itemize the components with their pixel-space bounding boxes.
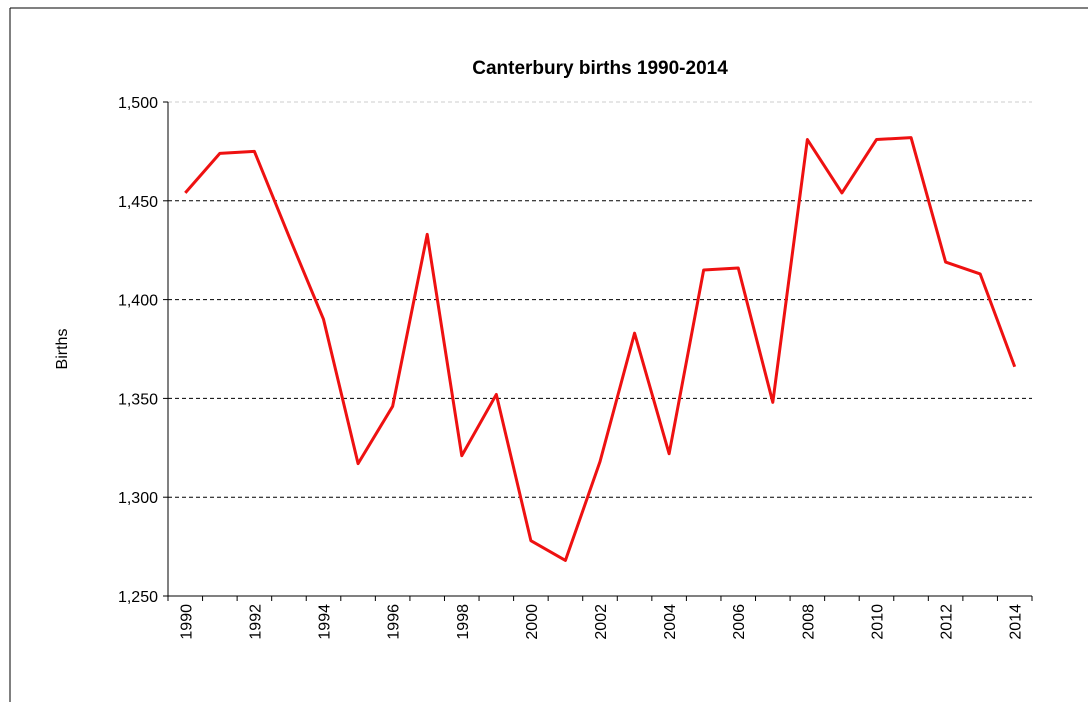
x-tick-label: 1992 xyxy=(247,604,264,640)
y-tick-label: 1,350 xyxy=(118,391,158,408)
y-tick-label: 1,300 xyxy=(118,490,158,507)
x-tick-label: 2010 xyxy=(869,604,886,640)
x-tick-label: 2004 xyxy=(662,604,679,640)
x-tick-label: 1994 xyxy=(317,604,334,640)
y-axis-label: Births xyxy=(54,329,71,370)
y-tick-label: 1,500 xyxy=(118,95,158,112)
x-tick-label: 2006 xyxy=(731,604,748,640)
line-series xyxy=(184,136,1017,562)
y-tick-label: 1,250 xyxy=(118,589,158,606)
x-tick-label: 2008 xyxy=(800,604,817,640)
x-tick-label: 2012 xyxy=(939,604,956,640)
chart-title: Canterbury births 1990-2014 xyxy=(472,58,728,79)
x-tick-label: 1998 xyxy=(455,604,472,640)
y-tick-label: 1,450 xyxy=(118,194,158,211)
y-tick-label: 1,400 xyxy=(118,293,158,310)
x-tick-label: 1996 xyxy=(386,604,403,640)
x-tick-label: 1990 xyxy=(178,604,195,640)
x-tick-label: 2014 xyxy=(1008,604,1025,640)
x-tick-label: 2002 xyxy=(593,604,610,640)
x-tick-label: 2000 xyxy=(524,604,541,640)
